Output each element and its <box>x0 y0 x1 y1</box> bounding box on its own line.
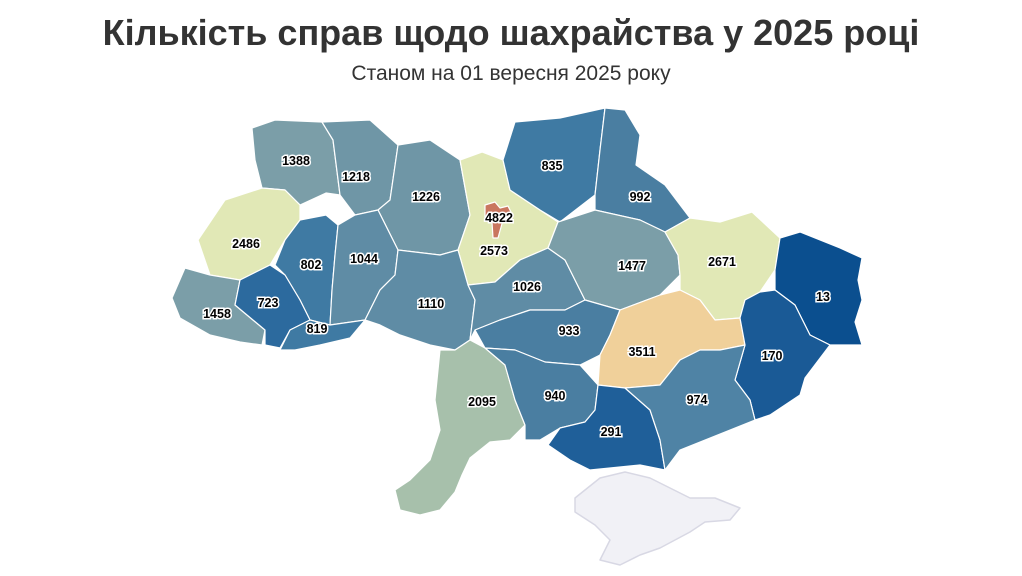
value-label-kyiv-city: 4822 <box>485 211 513 225</box>
value-label-kyiv-oblast: 2573 <box>480 244 508 258</box>
region-poltava[interactable] <box>547 209 681 311</box>
value-label-chernihiv: 835 <box>542 159 563 173</box>
region-chernivtsi[interactable] <box>279 319 366 351</box>
value-label-lviv: 2486 <box>232 237 260 251</box>
value-label-volyn: 1388 <box>282 154 310 168</box>
value-label-mykolaiv: 940 <box>545 389 566 403</box>
value-label-kharkiv: 2671 <box>708 255 736 269</box>
value-label-ivano-frankivsk: 723 <box>258 296 279 310</box>
value-label-vinnytsia: 1110 <box>418 297 444 311</box>
region-kyiv-city[interactable] <box>484 201 513 239</box>
value-label-dnipropetrovsk: 3511 <box>628 345 655 359</box>
value-label-donetsk: 170 <box>762 349 783 363</box>
value-label-luhansk: 13 <box>816 290 830 304</box>
region-zaporizhzhia[interactable] <box>624 344 756 471</box>
map-title: Кількість справ щодо шахрайства у 2025 р… <box>102 12 920 53</box>
value-label-odesa: 2095 <box>468 395 496 409</box>
value-label-kirovohrad: 933 <box>559 324 580 338</box>
map-subtitle: Станом на 01 вересня 2025 року <box>351 62 671 85</box>
value-label-chernivtsi: 819 <box>307 322 328 336</box>
value-label-zhytomyr: 1226 <box>412 190 440 204</box>
value-label-ternopil: 802 <box>301 258 322 272</box>
region-volyn[interactable] <box>251 119 341 206</box>
region-crimea <box>574 471 741 566</box>
value-label-khmelnytskyi: 1044 <box>350 252 378 266</box>
value-label-rivne: 1218 <box>342 170 370 184</box>
value-label-sumy: 992 <box>630 190 651 204</box>
value-label-poltava: 1477 <box>618 259 646 273</box>
value-label-kherson: 291 <box>601 425 622 439</box>
value-label-zaporizhzhia: 974 <box>687 393 708 407</box>
value-label-cherkasy: 1026 <box>513 280 541 294</box>
region-zakarpattia[interactable] <box>171 267 266 346</box>
region-vinnytsia[interactable] <box>364 249 476 351</box>
value-label-zakarpattia: 1458 <box>203 307 231 321</box>
